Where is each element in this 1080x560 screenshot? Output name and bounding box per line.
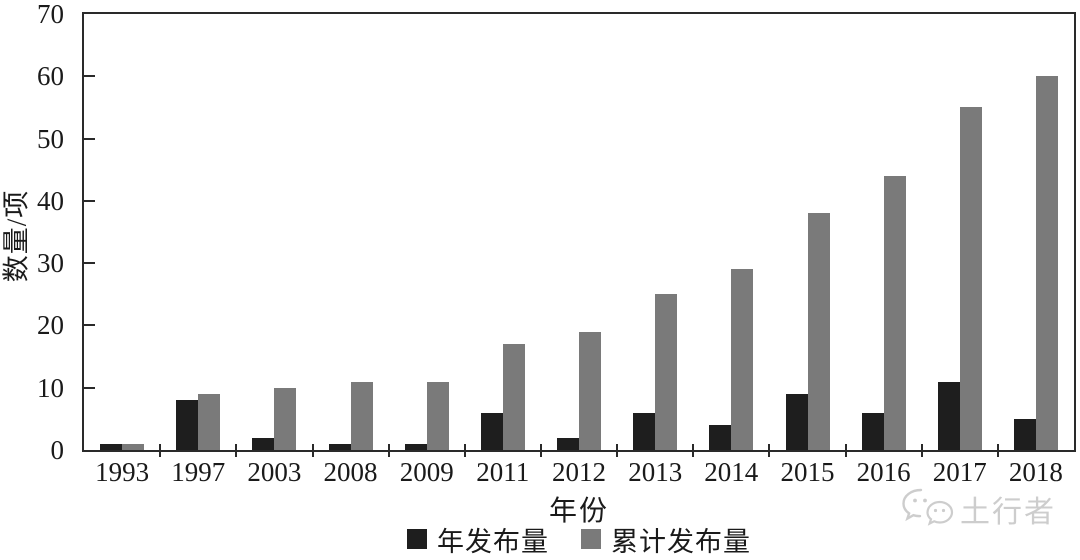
watermark-text: 土行者	[960, 496, 1056, 529]
x-tick-label-2008: 2008	[323, 457, 378, 487]
bar-cumulative-2009	[426, 381, 449, 450]
y-axis-tick	[84, 386, 95, 389]
bar-annual-2013	[633, 412, 656, 450]
x-axis-tick	[235, 444, 238, 457]
bar-annual-2012	[557, 437, 579, 450]
x-tick-label-2013: 2013	[628, 457, 683, 487]
bar-annual-2008	[328, 443, 351, 450]
y-tick-label-0: 0	[50, 435, 65, 465]
legend-item-cumulative: 累计发布量	[581, 520, 751, 559]
y-axis-tick	[84, 75, 95, 78]
bar-cumulative-2011	[502, 344, 525, 450]
y-axis-tick	[84, 137, 95, 140]
x-tick-label-1993: 1993	[95, 457, 150, 487]
bar-cumulative-1997	[198, 393, 221, 450]
bar-annual-1997	[176, 400, 199, 450]
bar-annual-2003	[252, 437, 275, 450]
x-tick-label-2017: 2017	[932, 457, 987, 487]
bar-annual-2014	[709, 425, 732, 450]
x-axis-tick	[539, 444, 542, 457]
y-tick-label-70: 70	[37, 0, 64, 29]
bar-cumulative-2018	[1035, 76, 1058, 450]
bar-cumulative-2013	[655, 294, 678, 450]
y-tick-label-30: 30	[37, 248, 64, 279]
y-tick-label-10: 10	[37, 372, 64, 403]
x-axis-tick	[311, 444, 314, 457]
x-tick-label-2003: 2003	[247, 457, 302, 487]
y-axis-tick	[84, 262, 95, 265]
bar-annual-2017	[937, 381, 960, 450]
bar-cumulative-1993	[122, 443, 145, 450]
bar-annual-2015	[785, 393, 808, 450]
legend-item-annual: 年发布量	[407, 520, 549, 559]
y-tick-label-40: 40	[37, 185, 64, 216]
bar-cumulative-2017	[959, 107, 982, 450]
y-tick-label-20: 20	[37, 310, 64, 341]
bar-cumulative-2016	[883, 175, 906, 450]
y-axis-tick	[84, 199, 95, 202]
bar-cumulative-2012	[579, 331, 601, 450]
bar-cumulative-2003	[274, 387, 297, 450]
x-axis-tick	[463, 444, 466, 457]
x-tick-label-2012: 2012	[552, 457, 606, 487]
x-tick-label-2018: 2018	[1008, 457, 1063, 487]
x-tick-label-2014: 2014	[704, 457, 759, 487]
watermark: 土行者	[900, 487, 1056, 531]
bar-cumulative-2008	[350, 381, 373, 450]
x-axis-tick	[616, 444, 619, 457]
bar-cumulative-2014	[731, 269, 754, 450]
x-tick-label-2009: 2009	[399, 457, 454, 487]
bar-annual-1993	[100, 443, 123, 450]
x-tick-label-1997: 1997	[171, 457, 226, 487]
x-tick-label-2016: 2016	[856, 457, 911, 487]
legend-label: 累计发布量	[611, 526, 751, 557]
x-axis-tick	[159, 444, 162, 457]
y-tick-label-50: 50	[37, 123, 64, 154]
bar-annual-2018	[1013, 418, 1036, 450]
bar-cumulative-2015	[807, 213, 830, 450]
x-axis-tick	[920, 444, 923, 457]
plot-area	[82, 12, 1076, 457]
x-tick-label-2015: 2015	[780, 457, 835, 487]
y-axis-tick	[84, 324, 95, 327]
x-axis-tick	[996, 444, 999, 457]
bar-annual-2016	[861, 412, 884, 450]
legend-swatch	[581, 529, 601, 549]
x-axis-tick	[387, 444, 390, 457]
legend-label: 年发布量	[437, 526, 549, 557]
x-tick-label-2011: 2011	[476, 457, 530, 487]
legend-swatch	[407, 529, 427, 549]
legend: 年发布量 累计发布量	[82, 524, 1076, 557]
bar-annual-2011	[480, 412, 503, 450]
x-axis-title: 年份	[548, 496, 609, 527]
x-axis-tick	[844, 444, 847, 457]
wechat-icon	[902, 488, 954, 526]
bar-annual-2009	[404, 443, 427, 450]
y-tick-label-60: 60	[37, 61, 64, 92]
x-axis-tick	[768, 444, 771, 457]
x-axis-tick	[692, 444, 695, 457]
